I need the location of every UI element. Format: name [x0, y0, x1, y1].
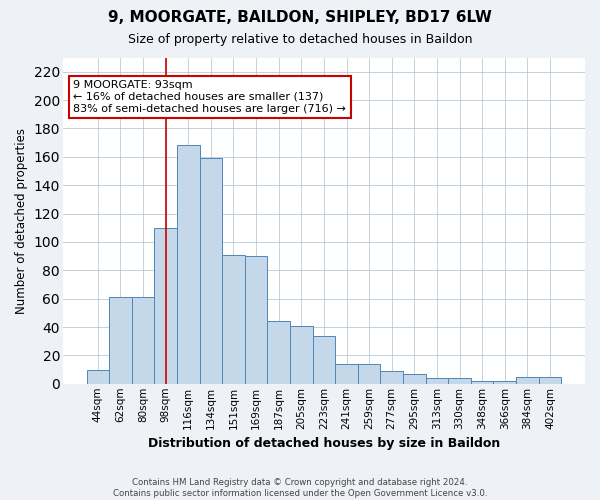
Bar [268, 322, 290, 384]
X-axis label: Distribution of detached houses by size in Baildon: Distribution of detached houses by size … [148, 437, 500, 450]
Bar [539, 376, 561, 384]
Bar [154, 228, 177, 384]
Bar [335, 364, 358, 384]
Bar [516, 376, 539, 384]
Bar [109, 297, 132, 384]
Text: Size of property relative to detached houses in Baildon: Size of property relative to detached ho… [128, 32, 472, 46]
Bar [448, 378, 471, 384]
Bar [222, 254, 245, 384]
Bar [86, 370, 109, 384]
Bar [245, 256, 268, 384]
Y-axis label: Number of detached properties: Number of detached properties [15, 128, 28, 314]
Text: 9 MOORGATE: 93sqm
← 16% of detached houses are smaller (137)
83% of semi-detache: 9 MOORGATE: 93sqm ← 16% of detached hous… [73, 80, 346, 114]
Bar [290, 326, 313, 384]
Bar [425, 378, 448, 384]
Bar [177, 146, 200, 384]
Bar [471, 381, 493, 384]
Bar [132, 297, 154, 384]
Bar [403, 374, 425, 384]
Bar [358, 364, 380, 384]
Bar [380, 371, 403, 384]
Bar [493, 381, 516, 384]
Bar [313, 336, 335, 384]
Bar [200, 158, 222, 384]
Text: 9, MOORGATE, BAILDON, SHIPLEY, BD17 6LW: 9, MOORGATE, BAILDON, SHIPLEY, BD17 6LW [108, 10, 492, 25]
Text: Contains HM Land Registry data © Crown copyright and database right 2024.
Contai: Contains HM Land Registry data © Crown c… [113, 478, 487, 498]
